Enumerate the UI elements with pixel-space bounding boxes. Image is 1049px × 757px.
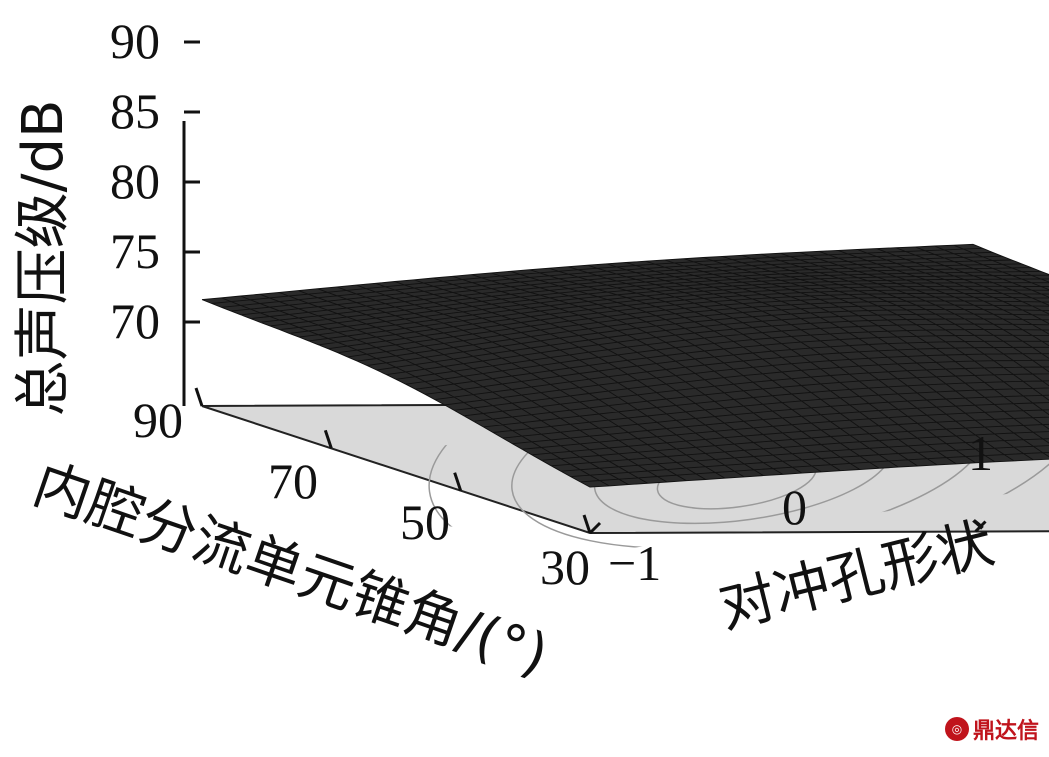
y-tick-mark bbox=[974, 520, 987, 533]
y-axis-ticks: −1 0 1 bbox=[608, 425, 993, 591]
response-surface bbox=[201, 243, 1049, 488]
x-axis-ticks: 90 70 50 30 bbox=[133, 392, 590, 595]
z-tick-label: 80 bbox=[110, 153, 160, 209]
z-tick-label: 70 bbox=[110, 293, 160, 349]
y-tick-label: 0 bbox=[782, 479, 807, 535]
z-axis-label: 总声压级/dB bbox=[11, 100, 76, 417]
x-tick-label: 90 bbox=[133, 392, 183, 448]
z-tick-label: 75 bbox=[110, 223, 160, 279]
x-tick-label: 70 bbox=[268, 453, 318, 509]
z-axis-ticks: 90 85 80 75 70 bbox=[110, 13, 160, 349]
y-tick-label: 1 bbox=[968, 425, 993, 481]
z-tick-label: 90 bbox=[110, 13, 160, 69]
x-tick-mark bbox=[194, 387, 204, 407]
z-tick-label: 85 bbox=[110, 83, 160, 139]
surface-fill bbox=[202, 244, 1049, 488]
watermark-logo-icon: ◎ bbox=[944, 717, 969, 741]
axes bbox=[182, 40, 987, 535]
y-tick-mark bbox=[588, 521, 602, 535]
x-tick-label: 50 bbox=[400, 494, 450, 550]
x-tick-label: 30 bbox=[540, 539, 590, 595]
x-tick-mark bbox=[453, 472, 463, 492]
surface-mesh bbox=[201, 243, 1049, 488]
x-tick-mark bbox=[582, 514, 592, 534]
y-tick-label: −1 bbox=[608, 535, 661, 591]
x-tick-mark bbox=[323, 429, 333, 449]
watermark: ◎ 鼎达信 bbox=[944, 713, 1039, 745]
watermark-text: 鼎达信 bbox=[972, 719, 1039, 744]
